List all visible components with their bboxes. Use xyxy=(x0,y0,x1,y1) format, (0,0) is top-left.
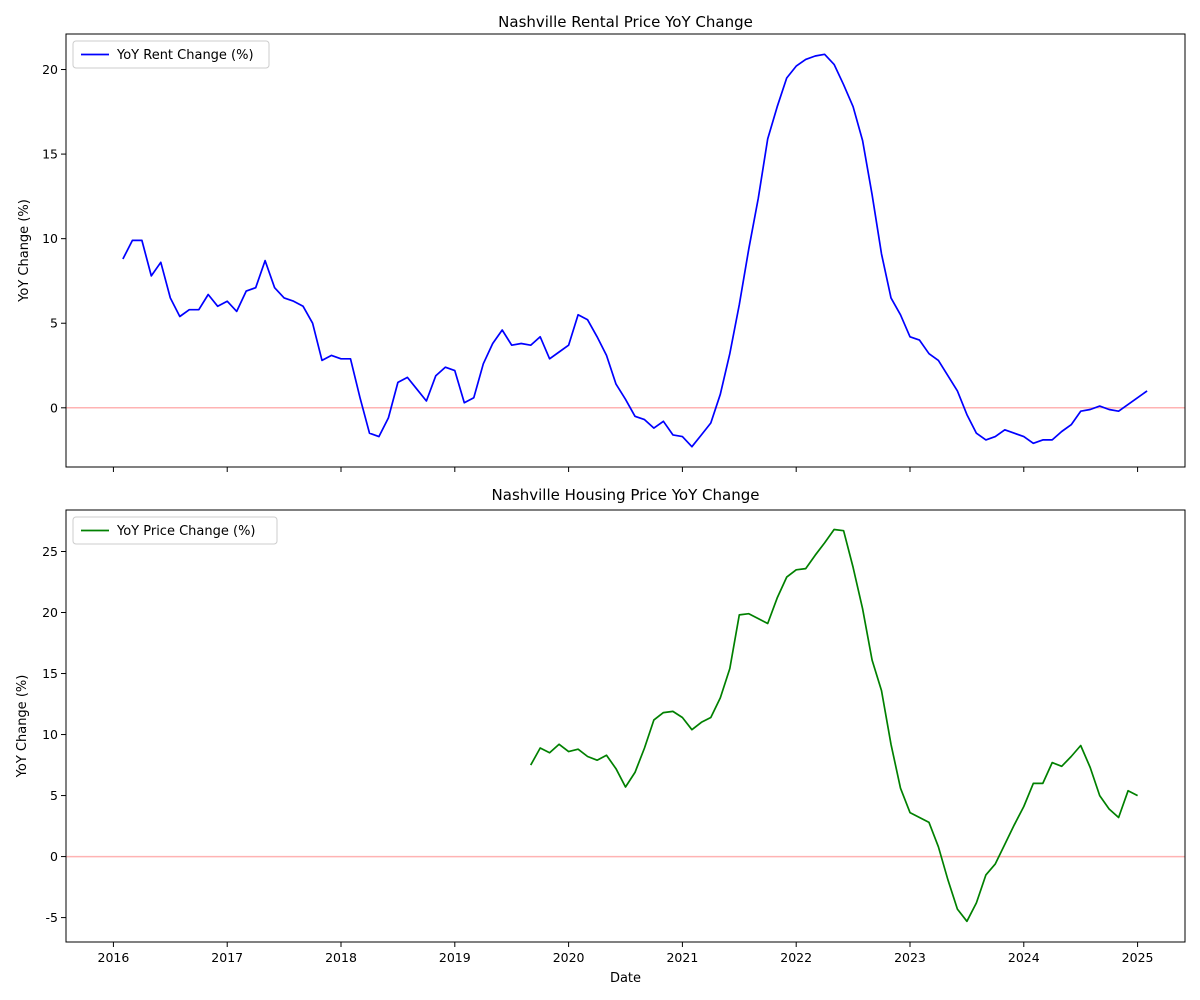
housing-chart-title: Nashville Housing Price YoY Change xyxy=(492,486,760,504)
housing-x-tick-label: 2018 xyxy=(325,950,357,965)
rent-chart-ylabel: YoY Change (%) xyxy=(17,199,32,303)
housing-y-tick-label: 15 xyxy=(42,666,58,681)
housing-legend-box xyxy=(72,516,278,545)
housing-y-tick-label: 10 xyxy=(42,727,58,742)
rent-legend-box xyxy=(72,40,270,69)
housing-x-tick-label: 2022 xyxy=(780,950,812,965)
housing-y-tick-label: 0 xyxy=(50,849,58,864)
rent-chart: Nashville Rental Price YoY Change YoY Ch… xyxy=(17,13,1186,472)
housing-x-tick-label: 2017 xyxy=(211,950,243,965)
housing-x-tick-label: 2019 xyxy=(439,950,471,965)
rent-y-tick-label: 10 xyxy=(42,231,58,246)
housing-x-tick-label: 2016 xyxy=(98,950,130,965)
housing-x-tick-label: 2020 xyxy=(553,950,585,965)
rent-series-line xyxy=(122,53,1148,448)
housing-y-tick-label: -5 xyxy=(46,910,58,925)
rent-legend-label: YoY Rent Change (%) xyxy=(116,48,254,63)
rent-axes-frame xyxy=(65,33,1186,468)
housing-axes-frame xyxy=(65,509,1186,943)
rent-y-tick-label: 20 xyxy=(42,62,58,77)
rent-legend: YoY Rent Change (%) xyxy=(72,40,270,69)
housing-legend: YoY Price Change (%) xyxy=(72,516,278,545)
housing-x-tick-label: 2021 xyxy=(666,950,698,965)
rent-plot-area: 0 5 10 15 20 xyxy=(42,33,1186,472)
rent-y-tick-label: 15 xyxy=(42,147,58,162)
housing-x-tick-label: 2023 xyxy=(894,950,926,965)
housing-series-line xyxy=(529,528,1138,923)
housing-legend-label: YoY Price Change (%) xyxy=(116,524,256,539)
housing-y-tick-label: 20 xyxy=(42,605,58,620)
housing-y-tick-label: 25 xyxy=(42,544,58,559)
rent-y-tick-label: 5 xyxy=(50,316,58,331)
housing-chart: Nashville Housing Price YoY Change YoY C… xyxy=(15,486,1186,986)
housing-y-tick-label: 5 xyxy=(50,788,58,803)
housing-chart-ylabel: YoY Change (%) xyxy=(15,675,30,779)
rent-y-tick-label: 0 xyxy=(50,400,58,415)
rent-chart-title: Nashville Rental Price YoY Change xyxy=(498,13,753,31)
housing-chart-xlabel: Date xyxy=(610,971,641,986)
housing-x-tick-label: 2024 xyxy=(1008,950,1040,965)
housing-x-tick-label: 2025 xyxy=(1122,950,1154,965)
